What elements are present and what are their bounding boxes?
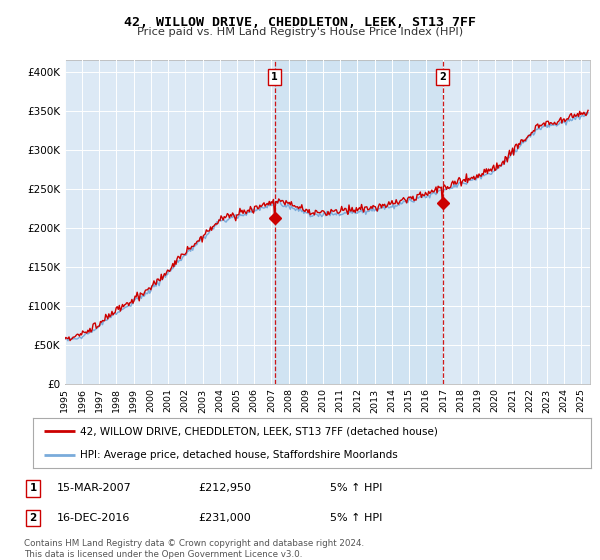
Text: 42, WILLOW DRIVE, CHEDDLETON, LEEK, ST13 7FF (detached house): 42, WILLOW DRIVE, CHEDDLETON, LEEK, ST13… [80,426,439,436]
Text: 2: 2 [439,72,446,82]
Text: 1: 1 [29,483,37,493]
Text: 5% ↑ HPI: 5% ↑ HPI [330,483,382,493]
Text: 15-MAR-2007: 15-MAR-2007 [57,483,132,493]
Text: Price paid vs. HM Land Registry's House Price Index (HPI): Price paid vs. HM Land Registry's House … [137,27,463,38]
Text: 42, WILLOW DRIVE, CHEDDLETON, LEEK, ST13 7FF: 42, WILLOW DRIVE, CHEDDLETON, LEEK, ST13… [124,16,476,29]
Text: 2: 2 [29,513,37,523]
Text: 16-DEC-2016: 16-DEC-2016 [57,513,130,523]
Text: Contains HM Land Registry data © Crown copyright and database right 2024.
This d: Contains HM Land Registry data © Crown c… [24,539,364,559]
Text: HPI: Average price, detached house, Staffordshire Moorlands: HPI: Average price, detached house, Staf… [80,450,398,460]
Text: 5% ↑ HPI: 5% ↑ HPI [330,513,382,523]
Bar [275,60,443,384]
Text: 1: 1 [271,72,278,82]
Text: £212,950: £212,950 [198,483,251,493]
Text: £231,000: £231,000 [198,513,251,523]
